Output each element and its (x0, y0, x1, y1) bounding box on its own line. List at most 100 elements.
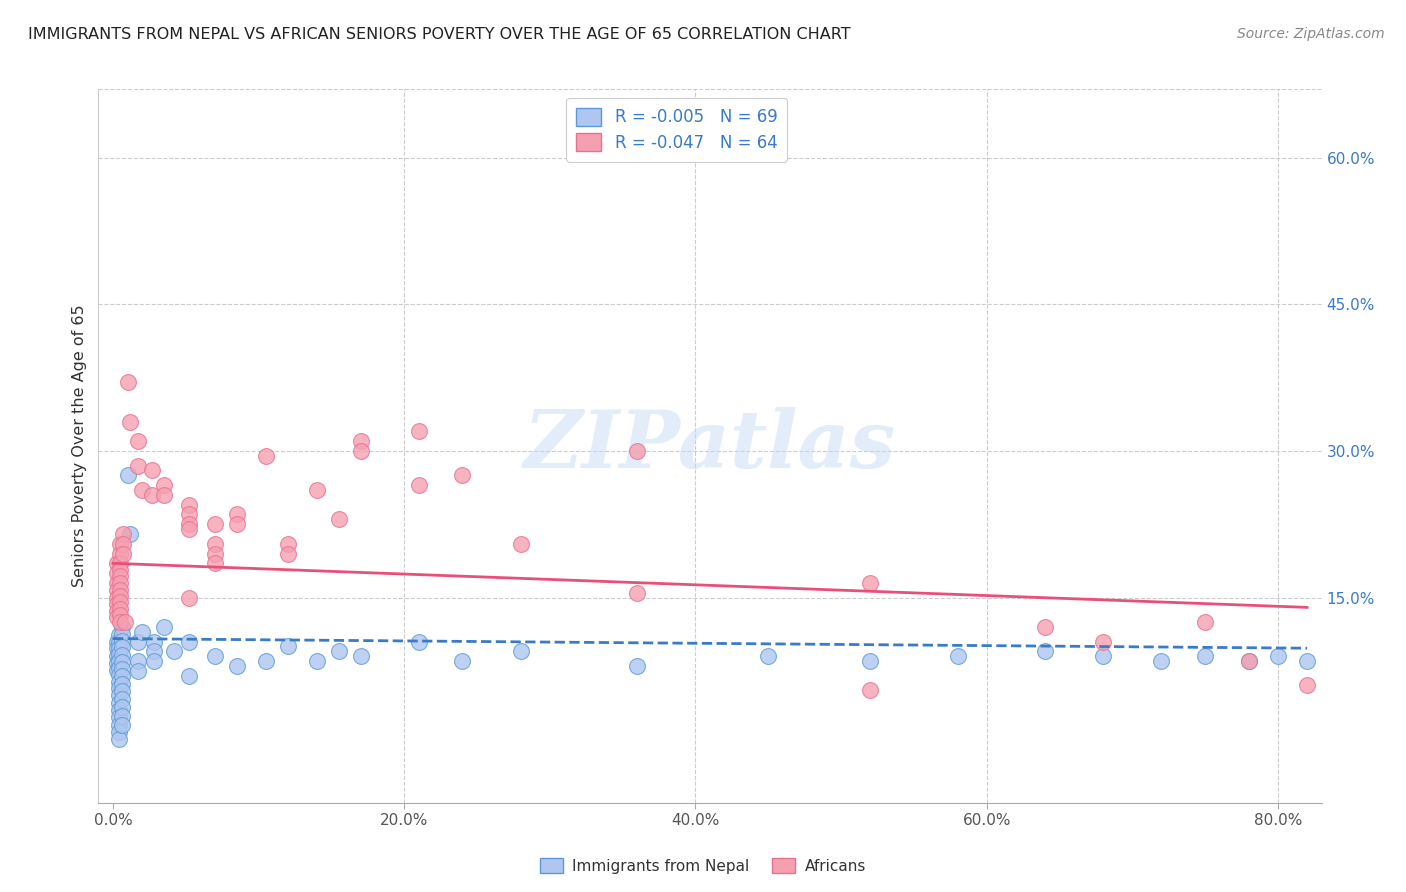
Point (110, 608, 132, 623)
Point (108, 717, 131, 731)
Point (859, 683, 882, 698)
Point (108, 667, 131, 681)
Point (110, 582, 132, 597)
Point (1092, 649, 1115, 664)
Point (105, 649, 128, 664)
Point (110, 615, 132, 629)
Point (1092, 634, 1115, 648)
Point (177, 517, 200, 532)
Point (1033, 644, 1056, 658)
Point (859, 575, 882, 590)
Point (105, 641, 128, 656)
Point (105, 610, 128, 624)
Point (142, 654, 165, 668)
Point (204, 557, 226, 571)
Point (105, 656, 128, 670)
Point (111, 692, 134, 706)
Point (408, 425, 430, 439)
Point (451, 468, 474, 483)
Point (105, 663, 128, 677)
Point (177, 498, 200, 512)
Point (105, 591, 128, 605)
Point (112, 537, 135, 551)
Point (177, 591, 200, 605)
Point (131, 624, 153, 639)
Point (349, 434, 371, 449)
Point (117, 376, 139, 390)
Point (277, 537, 299, 551)
Point (1296, 654, 1319, 668)
Point (108, 725, 131, 739)
Point (254, 654, 277, 668)
Point (105, 604, 128, 618)
Point (225, 659, 247, 673)
Point (108, 634, 131, 648)
Point (1150, 654, 1173, 668)
Point (108, 628, 131, 642)
Point (105, 557, 128, 571)
Point (277, 547, 299, 561)
Point (127, 434, 149, 449)
Point (110, 569, 132, 583)
Point (111, 700, 134, 714)
Point (111, 648, 134, 663)
Point (204, 537, 226, 551)
Point (112, 547, 135, 561)
Point (177, 669, 200, 683)
Point (305, 654, 328, 668)
Point (105, 575, 128, 590)
Point (108, 688, 131, 702)
Point (127, 634, 149, 648)
Text: Source: ZipAtlas.com: Source: ZipAtlas.com (1237, 27, 1385, 41)
Point (111, 676, 134, 690)
Point (509, 644, 531, 658)
Text: ZIPatlas: ZIPatlas (524, 408, 896, 484)
Point (163, 644, 186, 658)
Point (131, 483, 153, 497)
Point (108, 696, 131, 710)
Point (451, 654, 474, 668)
Point (111, 655, 134, 669)
Point (111, 684, 134, 698)
Point (110, 602, 132, 616)
Point (277, 640, 299, 654)
Point (204, 517, 226, 532)
Point (120, 415, 142, 429)
Point (177, 634, 200, 648)
Point (108, 710, 131, 724)
Point (111, 669, 134, 683)
Point (111, 633, 134, 648)
Point (108, 703, 131, 717)
Point (127, 654, 149, 668)
Point (626, 443, 648, 458)
Point (105, 634, 128, 648)
Point (408, 478, 430, 492)
Point (1237, 654, 1260, 668)
Point (110, 557, 132, 571)
Point (117, 468, 139, 483)
Point (111, 620, 134, 634)
Point (141, 488, 163, 502)
Point (127, 458, 149, 473)
Point (127, 664, 149, 678)
Point (111, 640, 134, 655)
Point (108, 647, 131, 661)
Point (177, 508, 200, 522)
Point (110, 547, 132, 561)
Point (1194, 615, 1216, 629)
Point (111, 662, 134, 676)
Point (142, 644, 165, 658)
Point (111, 717, 134, 731)
Point (110, 595, 132, 609)
Point (626, 659, 648, 673)
Point (859, 654, 882, 668)
Point (153, 620, 176, 634)
Point (204, 547, 226, 561)
Point (105, 582, 128, 597)
Point (110, 537, 132, 551)
Point (408, 634, 430, 648)
Point (141, 463, 163, 477)
Point (108, 732, 131, 747)
Point (349, 443, 371, 458)
Point (120, 527, 142, 541)
